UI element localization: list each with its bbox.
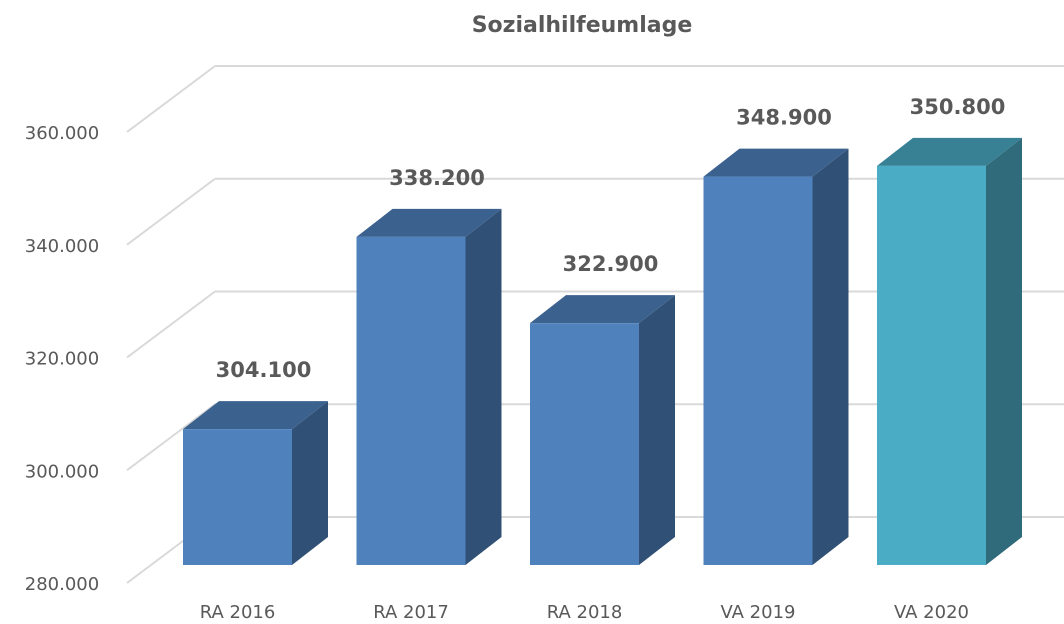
bar-top <box>703 148 849 177</box>
y-tick-label: 280.000 <box>25 574 99 595</box>
bar-top <box>530 295 675 324</box>
bar <box>183 429 292 565</box>
x-tick-label: VA 2019 <box>720 602 795 623</box>
bar <box>530 323 639 565</box>
grid-diagonal <box>126 65 216 133</box>
bar-top <box>183 401 328 430</box>
bar-side <box>639 295 675 565</box>
grid-diagonal <box>126 177 216 246</box>
data-label: 348.900 <box>736 106 832 130</box>
bar-side <box>986 137 1022 566</box>
bar-top <box>356 208 502 237</box>
bar-side <box>465 208 502 565</box>
x-tick-label: RA 2017 <box>373 602 449 623</box>
grid-diagonal <box>126 290 216 359</box>
y-tick-label: 360.000 <box>25 123 99 144</box>
x-tick-label: RA 2018 <box>547 602 623 623</box>
y-tick-label: 300.000 <box>25 461 99 482</box>
x-tick-label: RA 2016 <box>200 602 276 623</box>
bar-top <box>877 137 1022 166</box>
y-tick-label: 340.000 <box>25 236 99 257</box>
y-tick-label: 320.000 <box>25 349 99 370</box>
bar-side <box>812 148 849 566</box>
data-label: 338.200 <box>389 166 485 190</box>
data-label: 304.100 <box>216 358 312 382</box>
x-tick-label: VA 2020 <box>894 602 969 623</box>
data-label: 322.900 <box>563 252 659 276</box>
data-label: 350.800 <box>910 95 1006 119</box>
bar <box>703 176 813 566</box>
bar-side <box>292 401 328 565</box>
chart-title: Sozialhilfeumlage <box>472 13 693 38</box>
bar <box>356 236 466 565</box>
bar <box>877 165 986 566</box>
grid-diagonal <box>126 403 216 472</box>
